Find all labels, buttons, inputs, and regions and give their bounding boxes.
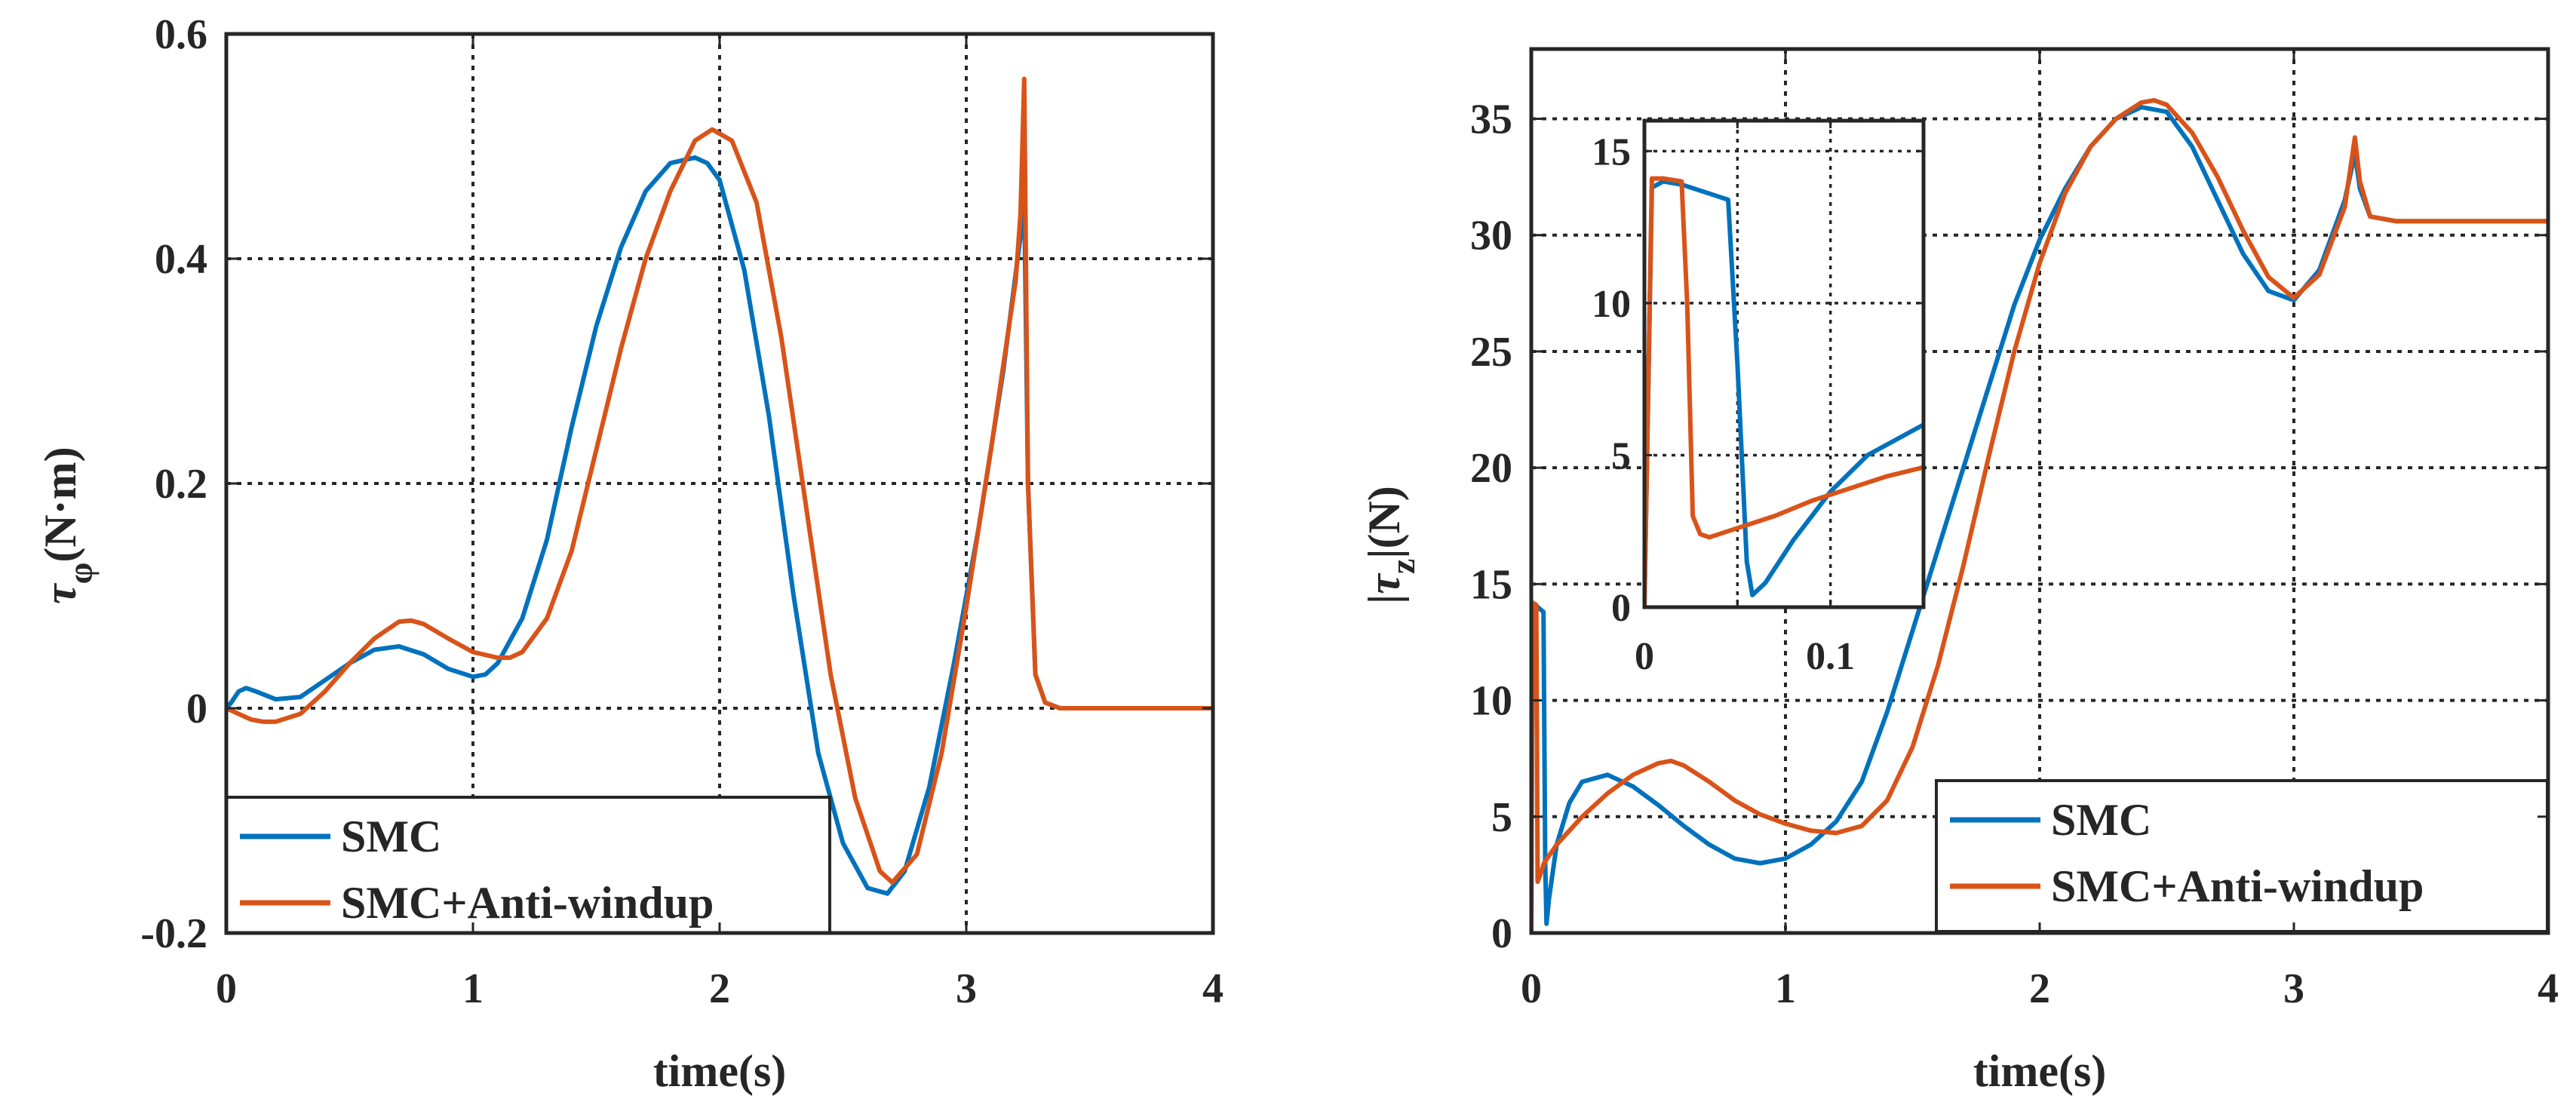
y-tick-label: -0.2	[140, 910, 207, 957]
inset-smc-line	[1644, 179, 1924, 607]
inset-y-tick-label: 5	[1611, 434, 1631, 477]
inset-series-group	[1644, 176, 1924, 607]
y-tick-label: 15	[1470, 561, 1512, 608]
legend-entry: SMC	[240, 812, 441, 861]
y-tick-label: 35	[1470, 97, 1512, 143]
legend-label: SMC+Anti-windup	[341, 878, 714, 928]
inset-plot-area	[1644, 121, 1924, 607]
x-tick-label: 3	[2283, 965, 2304, 1012]
y-axis-label: τφ(N·m)	[35, 447, 100, 604]
x-tick-label: 4	[1202, 965, 1224, 1012]
x-tick-label: 0	[216, 965, 237, 1012]
x-axis-label: time(s)	[653, 1046, 787, 1096]
y-tick-label: 0.6	[155, 11, 207, 58]
x-tick-label: 2	[2029, 965, 2050, 1012]
inset-chart: 0 0.1 0 5 10 15	[1592, 118, 1926, 678]
x-tick-label: 4	[2538, 965, 2559, 1012]
y-tick-label: 30	[1470, 213, 1512, 259]
legend-label: SMC+Anti-windup	[2051, 861, 2424, 911]
y-tick-label: 10	[1470, 678, 1512, 725]
legend-label: SMC	[2051, 795, 2151, 845]
left-series-group	[226, 76, 1213, 896]
x-tick-label: 2	[709, 965, 730, 1012]
legend-entry: SMC+Anti-windup	[1950, 861, 2424, 911]
y-tick-label: 0.4	[155, 236, 207, 283]
y-tick-label: 5	[1491, 794, 1512, 841]
x-axis-label: time(s)	[1973, 1046, 2107, 1096]
legend: SMC SMC+Anti-windup	[225, 796, 831, 935]
right-chart: SMC SMC+Anti-windup 0 1 2 3 4 0 5 10 15 20 25 30 35 tim…	[1359, 47, 2559, 1096]
x-tick-label: 0	[1521, 965, 1542, 1012]
axes-frame	[1642, 118, 1926, 609]
legend: SMC SMC+Anti-windup	[1935, 779, 2549, 933]
left-anti-windup-line	[226, 76, 1213, 885]
y-tick-label: 0.2	[155, 461, 207, 508]
x-tick-label: 1	[1775, 965, 1796, 1012]
inset-anti-windup-line	[1644, 176, 1924, 607]
right-anti-windup-line	[1531, 97, 2548, 933]
y-tick-label: 20	[1470, 445, 1512, 492]
inset-x-tick-label: 0.1	[1806, 635, 1855, 678]
legend-box	[1935, 779, 2549, 933]
legend-entry: SMC+Anti-windup	[240, 878, 714, 928]
legend-entry: SMC	[1950, 795, 2151, 845]
x-tick-label: 1	[462, 965, 484, 1012]
y-tick-label: 25	[1470, 329, 1512, 376]
y-axis-label: |τz|(N)	[1359, 486, 1422, 604]
inset-x-tick-label: 0	[1635, 635, 1654, 678]
y-tick-label: 0	[186, 686, 207, 732]
right-series-group	[1531, 97, 2548, 933]
inset-y-tick-label: 0	[1611, 587, 1631, 630]
inset-y-tick-label: 10	[1592, 283, 1631, 326]
y-tick-label: 0	[1491, 910, 1512, 957]
x-tick-label: 3	[956, 965, 977, 1012]
inset-y-tick-label: 15	[1592, 130, 1631, 173]
legend-label: SMC	[341, 812, 441, 861]
